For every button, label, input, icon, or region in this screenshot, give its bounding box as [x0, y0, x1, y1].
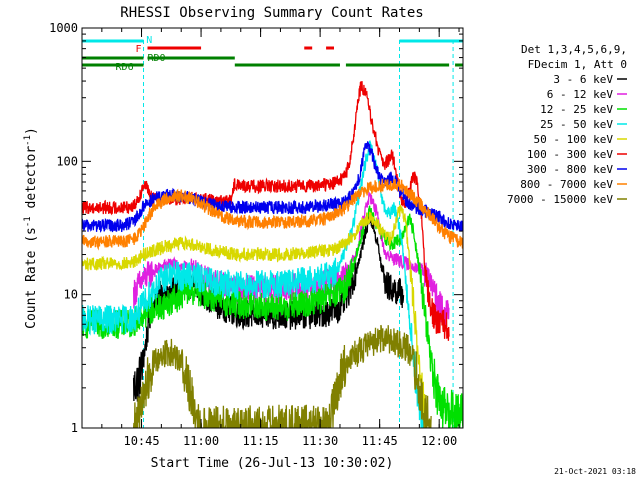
plot-frame	[81, 27, 464, 429]
chart-title: RHESSI Observing Summary Count Rates	[120, 5, 423, 21]
x-axis: 10:45 11:00 11:15 11:30 11:45 12:00	[81, 28, 460, 448]
x-axis-label: Start Time (26-Jul-13 10:30:02)	[151, 456, 394, 471]
legend-header: Det 1,3,4,5,6,9,	[521, 43, 627, 56]
y-tick-label: 10	[64, 288, 78, 302]
x-tick-label: 12:00	[421, 434, 457, 448]
y-tick-label: 1	[71, 421, 78, 435]
series-line	[82, 204, 428, 428]
legend-entry-label: 6 - 12 keV	[547, 88, 614, 101]
y-axis-label-main: Count Rate (s	[24, 227, 39, 329]
x-tick-label: 11:15	[243, 434, 279, 448]
y-axis-label-sup2: -1	[23, 135, 33, 146]
legend-entry-label: 800 - 7000 keV	[520, 178, 613, 191]
legend-entry-label: 12 - 25 keV	[540, 103, 613, 116]
legend-header: FDecim 1, Att 0	[528, 58, 627, 71]
legend-entry-label: 7000 - 15000 keV	[507, 193, 613, 206]
series-layer	[82, 81, 463, 428]
x-tick-label: 11:30	[302, 434, 338, 448]
series-line	[82, 139, 424, 428]
y-axis: 1 10 100 1000	[49, 21, 463, 435]
legend-entry-label: 25 - 50 keV	[540, 118, 613, 131]
footer-timestamp: 21-Oct-2021 03:18	[554, 467, 636, 476]
y-tick-label: 1000	[49, 21, 78, 35]
y-tick-label: 100	[56, 154, 78, 168]
x-tick-label: 11:45	[362, 434, 398, 448]
y-axis-label-mid: detector	[24, 146, 39, 217]
flag-label: F	[136, 44, 142, 55]
x-tick-label: 11:00	[183, 434, 219, 448]
series-line	[82, 81, 450, 341]
flag-label: RD6	[116, 62, 134, 73]
series-line	[82, 178, 463, 251]
flag-label: N	[146, 35, 152, 46]
legend-entry-label: 300 - 800 keV	[527, 163, 613, 176]
y-axis-label-end: )	[24, 127, 39, 135]
x-tick-label: 10:45	[123, 434, 159, 448]
legend-entry-label: 50 - 100 keV	[534, 133, 614, 146]
flag-bars: NF RD0 RD6	[82, 35, 463, 73]
legend: Det 1,3,4,5,6,9, FDecim 1, Att 0 3 - 6 keV…	[507, 43, 627, 206]
y-axis-label: Count Rate (s-1 detector-1)	[23, 127, 39, 329]
series-line	[132, 324, 432, 428]
legend-entry-label: 3 - 6 keV	[553, 73, 613, 86]
y-axis-label-sup1: -1	[23, 216, 33, 227]
legend-entry-label: 100 - 300 keV	[527, 148, 613, 161]
flag-label: RD0	[147, 53, 165, 64]
